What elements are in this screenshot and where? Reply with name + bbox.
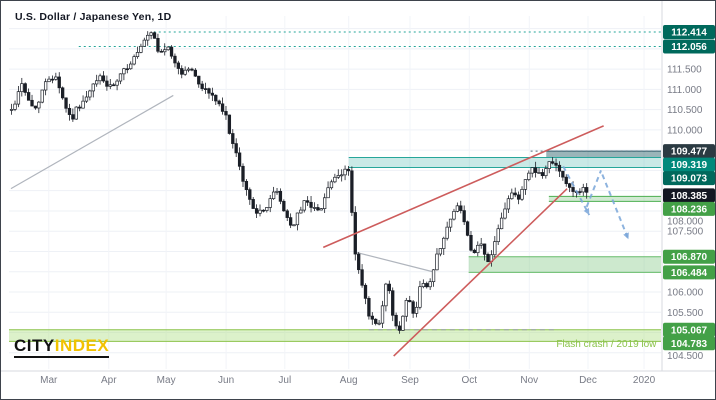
trendline (322, 125, 604, 249)
price-level-label[interactable] (663, 265, 715, 280)
svg-text:108.385: 108.385 (671, 191, 708, 202)
svg-text:106.484: 106.484 (671, 268, 708, 279)
flash-crash-label: Flash crash / 2019 low (556, 339, 657, 350)
trendline (10, 94, 174, 190)
svg-text:108.236: 108.236 (671, 204, 708, 215)
trendline (393, 188, 568, 357)
svg-text:106.870: 106.870 (671, 252, 708, 263)
time-tick-label: 2020 (633, 375, 656, 386)
svg-text:105.067: 105.067 (671, 325, 708, 336)
arrowhead-icon (583, 207, 590, 215)
time-tick-label: Oct (462, 375, 478, 386)
logo-index-text: INDEX (54, 336, 110, 355)
time-tick-label: Dec (579, 375, 597, 386)
price-level-label[interactable] (663, 201, 715, 216)
price-tick-label: 110.000 (667, 125, 703, 136)
support-resistance-zone (546, 151, 661, 158)
symbol-title: U.S. Dollar / Japanese Yen, 1D (15, 11, 172, 23)
candles-series (9, 31, 589, 334)
time-tick-label: May (157, 375, 176, 386)
projection-arrow (562, 165, 591, 216)
arrowhead-icon (623, 232, 629, 240)
support-resistance-zone (468, 256, 661, 273)
cityindex-logo: CITYINDEX (14, 336, 110, 358)
price-tick-label: 104.500 (667, 351, 704, 362)
time-tick-label: Apr (101, 375, 117, 386)
support-resistance-zone (348, 157, 661, 168)
price-level-label[interactable] (663, 144, 715, 159)
time-axis[interactable]: Mar Apr May Jun Jul Aug Sep Oct Nov Dec 2020 (40, 375, 655, 386)
price-level-label[interactable] (663, 249, 715, 264)
support-resistance-zone (548, 196, 661, 202)
price-level-label[interactable] (663, 157, 715, 172)
price-tick-label: 106.000 (667, 287, 704, 298)
annotations: Flash crash / 2019 low (556, 339, 657, 350)
time-tick-label: Aug (340, 375, 358, 386)
svg-text:109.319: 109.319 (671, 160, 708, 171)
projection-arrows[interactable] (562, 165, 630, 240)
trendline (355, 251, 433, 273)
grid-lines (9, 16, 661, 369)
svg-text:109.477: 109.477 (671, 147, 708, 158)
projection-arrow (585, 170, 602, 208)
trendlines-red[interactable] (322, 125, 604, 357)
support-resistance-zone (9, 329, 661, 342)
price-tick-label: 105.500 (667, 308, 704, 319)
price-level-label[interactable] (663, 25, 715, 40)
projection-arrow (601, 174, 630, 240)
logo-city-text: CITY (14, 336, 55, 355)
price-tick-label: 110.500 (667, 105, 703, 116)
price-tick-label: 107.500 (667, 227, 704, 238)
price-tick-label: 111.500 (667, 65, 702, 76)
time-tick-label: Mar (40, 375, 58, 386)
price-tick-label: 108.000 (667, 216, 704, 227)
svg-text:104.783: 104.783 (671, 339, 708, 350)
time-tick-label: Jun (218, 375, 234, 386)
price-axis[interactable]: 111.500 111.000 110.500 110.000 108.000107.5… (663, 25, 715, 362)
price-tick-label: 111.000 (667, 85, 702, 96)
axis-frame (1, 1, 715, 372)
price-level-label[interactable] (663, 336, 715, 351)
price-level-label[interactable] (663, 188, 715, 203)
svg-text:112.056: 112.056 (671, 42, 707, 53)
svg-text:109.073: 109.073 (671, 174, 708, 185)
price-level-label[interactable] (663, 322, 715, 337)
time-tick-label: Jul (278, 375, 291, 386)
price-level-label[interactable] (663, 39, 715, 54)
time-tick-label: Nov (520, 375, 538, 386)
time-tick-label: Sep (401, 375, 419, 386)
level-zones[interactable] (9, 150, 661, 342)
trendlines-gray[interactable] (10, 94, 433, 273)
svg-text:112.414: 112.414 (671, 28, 707, 39)
price-level-label[interactable] (663, 171, 715, 186)
